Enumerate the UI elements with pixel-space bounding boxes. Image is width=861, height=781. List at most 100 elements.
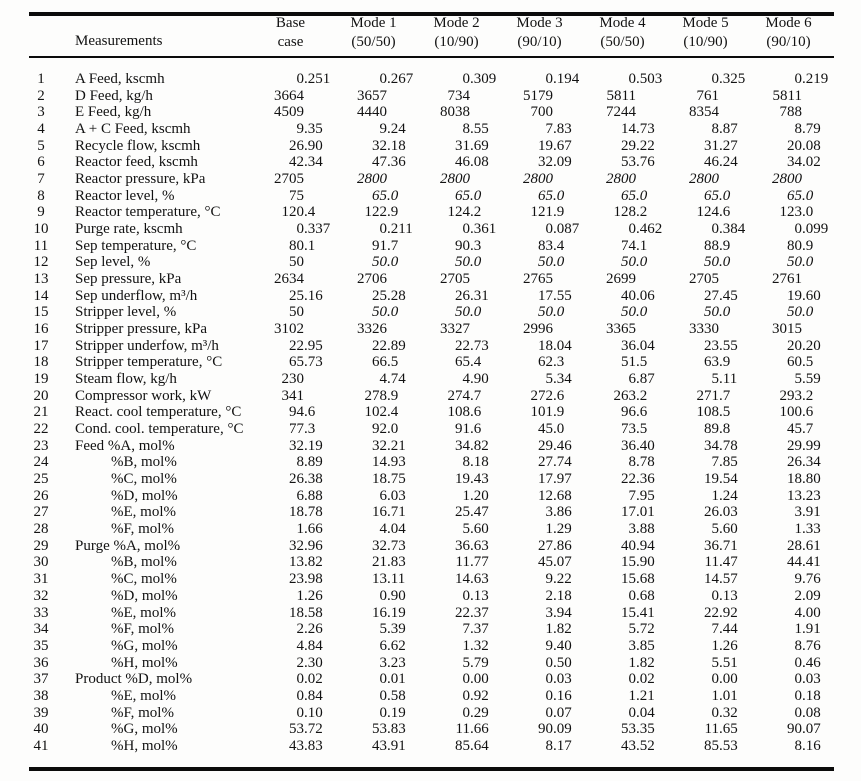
value-fraction-part: .0 <box>387 304 399 321</box>
value-integer-part: 2705 <box>689 271 719 288</box>
value-integer-part: 18 <box>787 471 802 488</box>
value-fraction-part: .03 <box>387 487 406 504</box>
value-cell: 53.72 <box>249 721 332 738</box>
value-integer-part: 50 <box>289 304 304 321</box>
value-cell: 3.86 <box>498 504 581 521</box>
column-header-measurements: Measurements <box>75 33 163 49</box>
row-number: 1 <box>37 71 45 87</box>
value-fraction-part: .07 <box>553 554 572 571</box>
value-integer-part: 0 <box>711 71 720 87</box>
value-integer-part: 700 <box>530 104 554 121</box>
value-fraction-part: .79 <box>470 654 489 671</box>
row-number: 38 <box>33 687 49 704</box>
value-integer-part: 42 <box>289 154 304 171</box>
value-integer-part: 53 <box>621 721 636 738</box>
value-fraction-part <box>719 321 747 338</box>
value-cell: 0.04 <box>581 705 664 722</box>
row-number: 4 <box>37 121 45 138</box>
value-integer-part: 50 <box>372 304 387 321</box>
value-cell: 0.00 <box>664 671 747 688</box>
value-fraction-part: .0 <box>553 421 565 438</box>
value-cell: 8038 <box>415 104 498 121</box>
value-integer-part: 62 <box>538 354 553 371</box>
value-cell: 63.9 <box>664 354 747 371</box>
value-cell: 8.18 <box>415 454 498 471</box>
value-cell: 65.4 <box>415 354 498 371</box>
value-integer-part: 4 <box>296 637 305 654</box>
value-cell: 0.19 <box>332 705 415 722</box>
value-fraction-part: .1 <box>304 237 316 254</box>
value-cell: 3102 <box>249 321 332 338</box>
value-fraction-part: .07 <box>553 704 572 721</box>
value-cell: 14.93 <box>332 454 415 471</box>
value-integer-part: 102 <box>364 404 388 421</box>
value-fraction-part <box>719 271 747 288</box>
value-fraction-part: .83 <box>553 121 572 138</box>
value-integer-part: 2 <box>545 587 554 604</box>
value-fraction-part: .77 <box>470 554 489 571</box>
value-integer-part: 19 <box>787 287 802 304</box>
value-fraction-part: .18 <box>553 587 572 604</box>
value-fraction-part: .01 <box>387 671 406 688</box>
value-fraction-part: .90 <box>470 371 489 388</box>
measurement-label: %E, mol% <box>111 504 176 521</box>
value-cell: 5.39 <box>332 621 415 638</box>
value-cell: 0.58 <box>332 688 415 705</box>
value-integer-part: 65 <box>455 187 470 204</box>
value-cell: 1.66 <box>249 521 332 538</box>
value-fraction-part: .34 <box>553 371 572 388</box>
value-cell: 46.08 <box>415 154 498 171</box>
value-cell: 2800 <box>498 171 581 188</box>
value-fraction-part: .68 <box>553 487 572 504</box>
value-cell: 1.20 <box>415 488 498 505</box>
value-cell: 8.89 <box>249 454 332 471</box>
value-fraction-part: .97 <box>553 471 572 488</box>
value-integer-part: 18 <box>538 337 553 354</box>
value-fraction-part: .76 <box>636 154 655 171</box>
value-integer-part: 5 <box>711 521 720 538</box>
value-integer-part: 3 <box>379 654 388 671</box>
value-integer-part: 12 <box>538 487 553 504</box>
value-integer-part: 50 <box>704 254 719 271</box>
value-integer-part: 13 <box>372 571 387 588</box>
value-cell: 5.72 <box>581 621 664 638</box>
row-number: 17 <box>33 337 49 354</box>
value-cell: 0.099 <box>747 221 830 238</box>
value-integer-part: 50 <box>538 304 553 321</box>
value-cell: 15.41 <box>581 605 664 622</box>
value-fraction-part: .7 <box>802 421 814 438</box>
value-cell: 18.58 <box>249 605 332 622</box>
value-cell: 65.0 <box>415 188 498 205</box>
value-fraction-part <box>553 271 581 288</box>
row-number: 21 <box>33 404 49 421</box>
value-fraction-part: .43 <box>470 471 489 488</box>
value-cell: 26.90 <box>249 138 332 155</box>
value-integer-part: 8038 <box>440 104 470 121</box>
value-integer-part: 25 <box>289 287 304 304</box>
row-number: 3 <box>37 104 45 121</box>
value-cell: 14.63 <box>415 571 498 588</box>
value-cell: 4509 <box>249 104 332 121</box>
value-fraction-part <box>304 254 332 271</box>
value-fraction-part: .55 <box>553 287 572 304</box>
value-integer-part: 5811 <box>772 87 802 104</box>
value-integer-part: 4 <box>379 521 388 538</box>
value-cell: 29.46 <box>498 438 581 455</box>
row-number: 34 <box>33 621 49 638</box>
value-cell: 8354 <box>664 104 747 121</box>
table-row: 7 Reactor pressure, kPa 2705 2800 2800 2800 28… <box>30 171 830 188</box>
value-integer-part: 122 <box>364 204 388 221</box>
value-cell: 26.31 <box>415 288 498 305</box>
value-integer-part: 108 <box>447 404 471 421</box>
value-cell: 50.0 <box>664 304 747 321</box>
value-integer-part: 3 <box>628 521 637 538</box>
value-cell: 22.95 <box>249 338 332 355</box>
value-integer-part: 60 <box>787 354 802 371</box>
column-header: Mode 6 (90/10) <box>747 14 830 52</box>
value-cell: 1.24 <box>664 488 747 505</box>
value-fraction-part <box>387 271 415 288</box>
value-fraction-part: .54 <box>719 471 738 488</box>
value-cell: 94.6 <box>249 404 332 421</box>
value-cell: 40.94 <box>581 538 664 555</box>
value-fraction-part: .0 <box>719 187 731 204</box>
